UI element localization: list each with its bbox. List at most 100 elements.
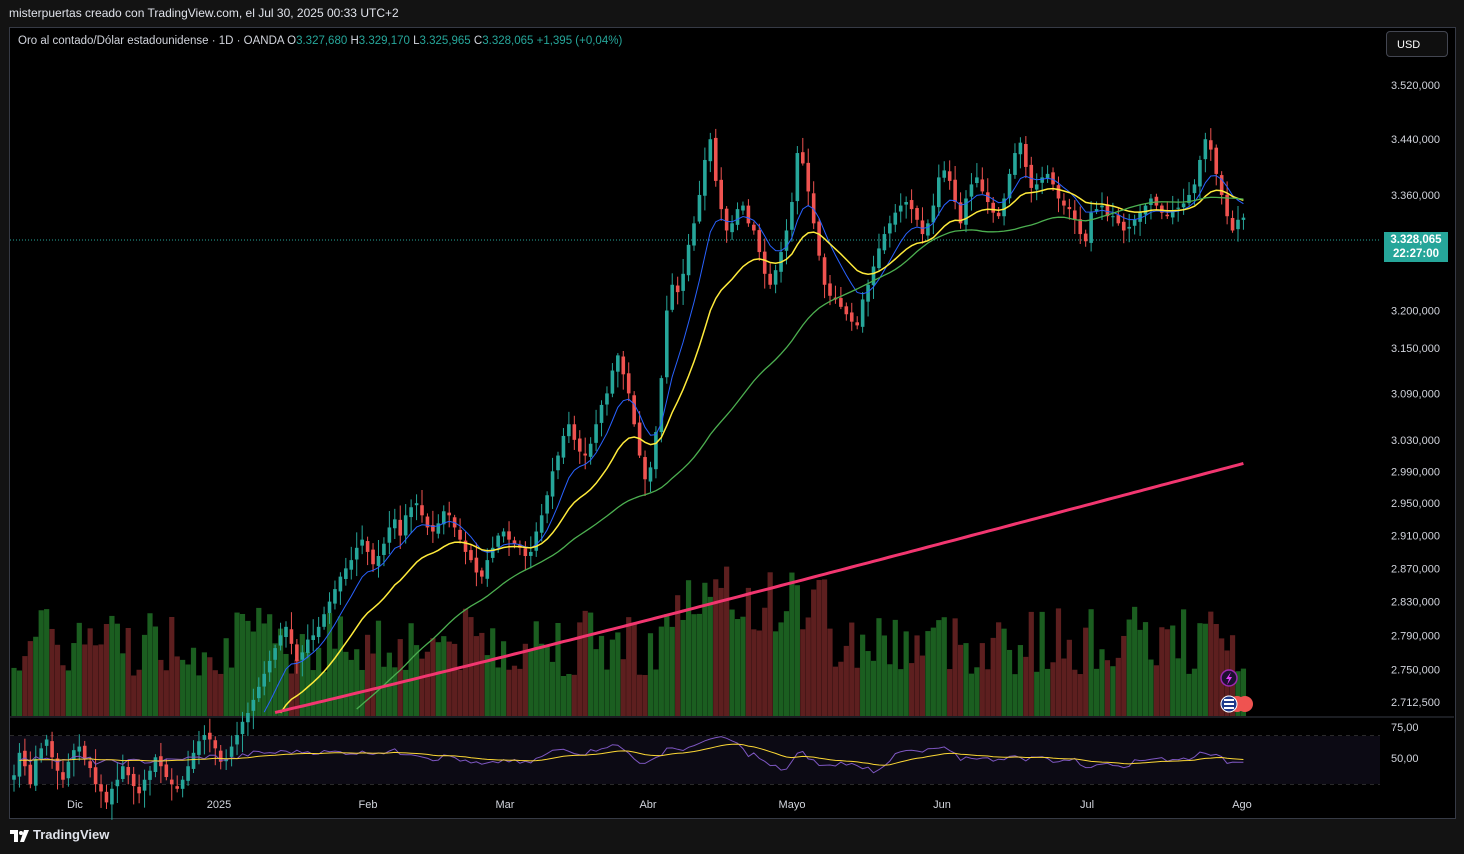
us-flag-icon[interactable]	[1220, 695, 1253, 713]
volume-bar	[1164, 629, 1170, 716]
candle-body	[539, 515, 544, 533]
candle-body	[1225, 194, 1229, 217]
candle-body	[855, 322, 859, 326]
price-tick-label: 2.990,000	[1391, 466, 1440, 478]
candle-body	[588, 443, 593, 457]
volume-bar	[631, 623, 637, 716]
candle-body	[1067, 207, 1072, 210]
sma-200-line	[274, 461, 1244, 714]
rsi-tick-label: 75,00	[1391, 722, 1419, 734]
volume-bar	[794, 585, 800, 716]
candle-body	[654, 432, 658, 470]
volume-bar	[473, 636, 479, 716]
price-tick-label: 3.440,000	[1391, 134, 1440, 146]
volume-bar	[370, 653, 376, 716]
volume-bar	[751, 629, 757, 716]
volume-bar	[647, 633, 654, 716]
footer-brand: TradingView	[33, 827, 110, 842]
volume-bar	[1050, 662, 1056, 716]
price-tick-label: 2.712,500	[1391, 697, 1440, 709]
lightning-icon[interactable]	[1220, 669, 1238, 687]
candle-body	[300, 652, 305, 660]
volume-bar	[724, 566, 730, 716]
volume-bar	[745, 587, 751, 716]
volume-bar	[16, 670, 23, 716]
volume-bar	[354, 649, 360, 716]
volume-bar	[288, 673, 295, 716]
volume-bar	[201, 652, 207, 716]
tradingview-footer[interactable]: TradingView	[10, 827, 109, 842]
volume-bar	[620, 659, 626, 716]
currency-button[interactable]: USD	[1386, 31, 1448, 57]
candle-body	[1013, 153, 1017, 175]
candle-body	[1094, 209, 1099, 212]
price-tick-label: 3.360,000	[1391, 190, 1440, 202]
candle-body	[186, 766, 190, 781]
price-tick-label: 2.910,000	[1391, 531, 1440, 543]
volume-bar	[446, 641, 452, 716]
candle-body	[99, 784, 103, 792]
candle-body	[577, 438, 582, 452]
candle-body	[839, 298, 843, 307]
volume-bar	[718, 587, 724, 716]
candles	[12, 128, 1246, 820]
time-tick-label: Jun	[933, 799, 951, 811]
candle-body	[719, 179, 723, 210]
volume-bar	[125, 627, 131, 716]
volume-bar	[767, 572, 773, 716]
candle-body	[137, 786, 141, 794]
candle-body	[142, 779, 147, 791]
volume-bar	[903, 631, 909, 716]
volume-bar	[71, 643, 77, 716]
candle-body	[888, 223, 892, 234]
low-label: L	[413, 35, 420, 47]
candle-body	[55, 758, 60, 771]
candle-body	[398, 519, 403, 536]
candle-body	[387, 527, 392, 543]
volume-bar	[876, 618, 882, 716]
candle-body	[610, 370, 615, 394]
volume-bar	[1121, 635, 1127, 716]
last-price-tag: 3.328,065 22:27:00	[1384, 232, 1448, 262]
volume-bar	[1142, 622, 1149, 716]
volume-bar	[245, 620, 251, 716]
candle-body	[762, 251, 767, 274]
volume-bar	[963, 643, 969, 716]
candle-body	[599, 404, 604, 423]
candle-body	[1181, 203, 1186, 208]
candle-body	[77, 746, 82, 752]
price-tick-label: 2.830,000	[1391, 597, 1440, 609]
volume-bar	[87, 628, 93, 716]
candle-body	[436, 523, 441, 534]
volume-bar	[1104, 660, 1111, 716]
candle-body	[1192, 184, 1197, 194]
symbol-name[interactable]: Oro al contado/Dólar estadounidense · 1D…	[18, 35, 284, 47]
volume-bar	[1115, 657, 1121, 716]
candle-body	[980, 179, 985, 192]
candle-body	[545, 495, 549, 514]
candle-body	[447, 512, 451, 516]
volume-bar	[1045, 668, 1051, 716]
volume-bar	[452, 643, 458, 716]
volume-bar	[990, 637, 996, 716]
volume-bar	[762, 607, 768, 716]
candle-body	[66, 761, 71, 779]
volume-bar	[756, 630, 762, 716]
rsi-ma-line	[19, 743, 1244, 766]
volume-bar	[441, 636, 447, 716]
volume-bar	[729, 609, 735, 716]
volume-bar	[109, 615, 115, 716]
volume-bar	[120, 653, 126, 716]
volume-bar	[305, 651, 311, 716]
moving-averages	[263, 175, 1244, 714]
volume-bar	[870, 660, 877, 716]
candle-body	[844, 306, 849, 315]
candle-body	[12, 775, 16, 780]
price-tick-label: 3.200,000	[1391, 306, 1440, 318]
volume-bar	[1083, 627, 1089, 716]
candle-body	[126, 767, 131, 776]
volume-bar	[778, 622, 784, 716]
volume-bar	[98, 644, 104, 716]
volume-bar	[218, 673, 224, 716]
high-value: 3.329,170	[358, 35, 410, 47]
